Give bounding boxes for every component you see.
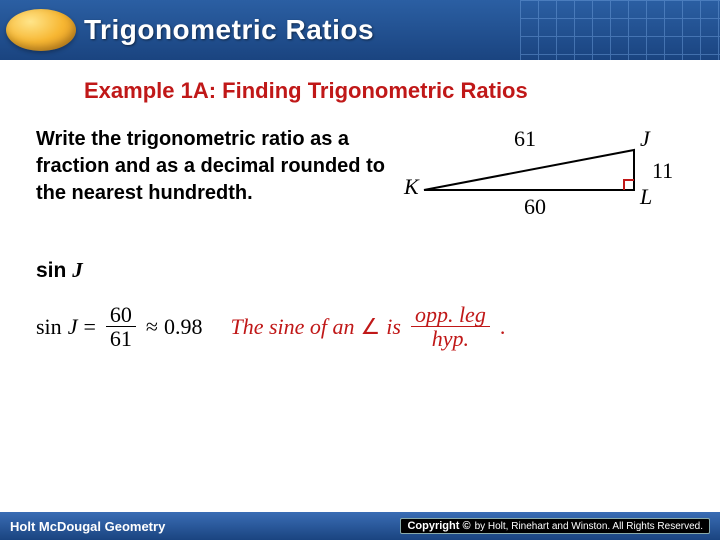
explain-fraction: opp. leg hyp. [411, 303, 490, 350]
copyright-label: Copyright © [407, 520, 470, 532]
header-bar: Trigonometric Ratios [0, 0, 720, 60]
header-grid-pattern [520, 0, 720, 60]
angle-icon: ∠ [361, 314, 381, 340]
explain-frac-den: hyp. [428, 327, 473, 350]
vertex-label-k: K [404, 174, 419, 200]
copyright-text: by Holt, Rinehart and Winston. All Right… [475, 521, 703, 532]
side-label-kl: 60 [524, 194, 546, 220]
problem-fn: sin [36, 259, 66, 282]
instruction-text: Write the trigonometric ratio as a fract… [36, 126, 392, 207]
side-label-kj: 61 [514, 126, 536, 152]
vertex-label-l: L [640, 184, 652, 210]
problem-expression: sin J [36, 258, 684, 283]
instruction-row: Write the trigonometric ratio as a fract… [36, 126, 684, 230]
header-oval-icon [6, 9, 76, 51]
footer-right: Copyright © by Holt, Rinehart and Winsto… [400, 518, 710, 534]
eq-fraction: 60 61 [106, 303, 136, 350]
vertex-label-j: J [640, 126, 650, 152]
explain-mid: is [386, 314, 401, 340]
eq-fn: sin [36, 314, 62, 340]
content-area: Example 1A: Finding Trigonometric Ratios… [0, 60, 720, 350]
explain-frac-num: opp. leg [411, 303, 490, 327]
side-label-jl: 11 [652, 158, 673, 184]
copyright-badge: Copyright © by Holt, Rinehart and Winsto… [400, 518, 710, 534]
footer-left-text: Holt McDougal Geometry [10, 519, 165, 534]
eq-equals: = [83, 314, 95, 340]
example-heading: Example 1A: Finding Trigonometric Ratios [84, 78, 684, 104]
explain-period: . [500, 314, 506, 340]
problem-var: J [72, 258, 83, 282]
math-row: sinJ = 60 61 ≈ 0.98 The sine of an ∠ is … [36, 303, 684, 350]
explain-prefix: The sine of an [230, 314, 354, 340]
eq-frac-den: 61 [106, 327, 136, 350]
triangle-polygon [424, 150, 634, 190]
eq-approx: ≈ [146, 314, 158, 340]
footer-bar: Holt McDougal Geometry Copyright © by Ho… [0, 512, 720, 540]
explanation: The sine of an ∠ is opp. leg hyp. . [230, 303, 505, 350]
eq-var: J [68, 314, 78, 340]
eq-decimal: 0.98 [164, 314, 203, 340]
slide-title: Trigonometric Ratios [84, 14, 374, 46]
triangle-figure: 61 J 11 K 60 L [404, 120, 684, 230]
eq-frac-num: 60 [106, 303, 136, 327]
right-angle-marker [624, 180, 634, 190]
equation: sinJ = 60 61 ≈ 0.98 [36, 303, 202, 350]
